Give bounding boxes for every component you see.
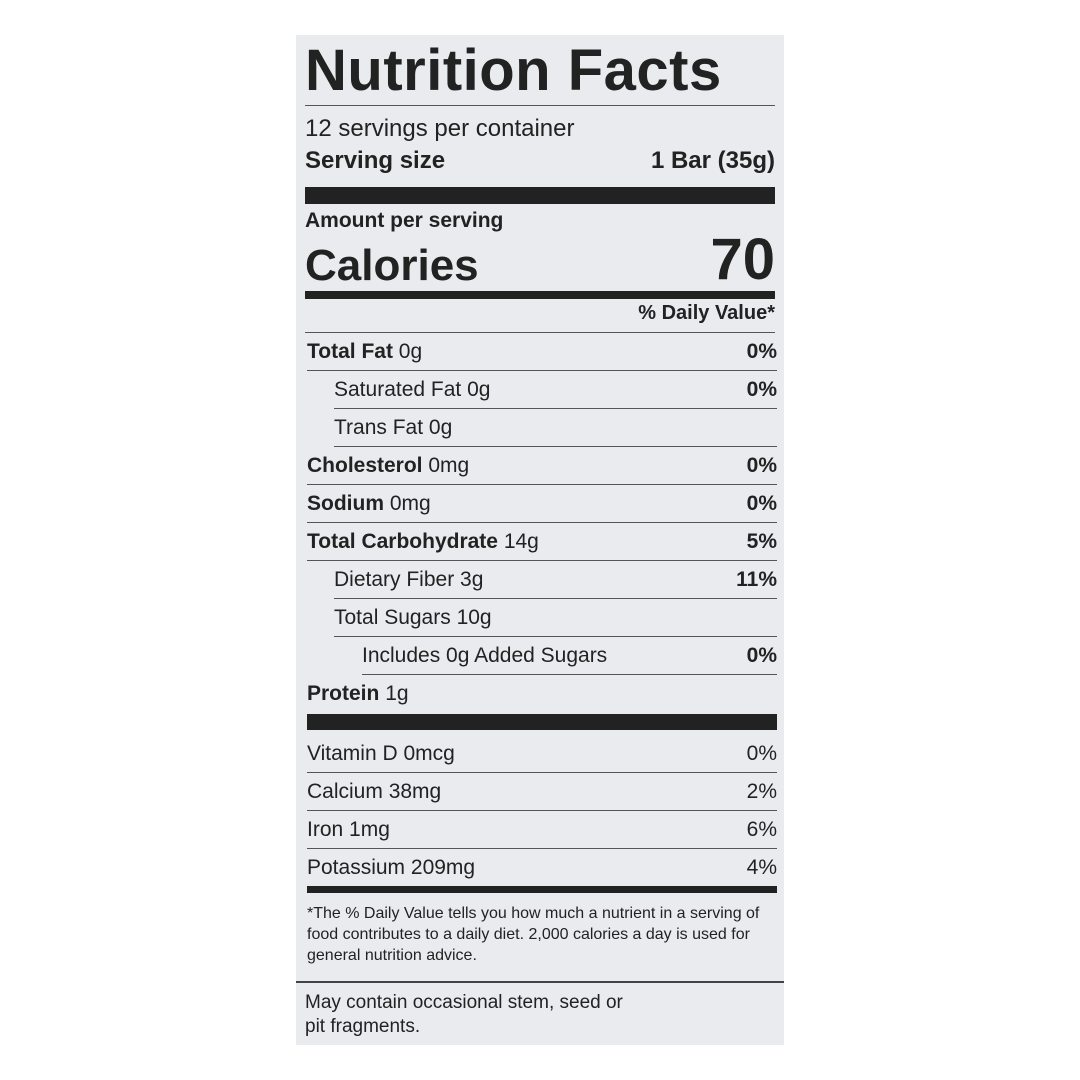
note: May contain occasional stem, seed or pit…: [305, 992, 623, 1037]
nutrient: Total Sugars 10g: [334, 606, 492, 630]
rule: [296, 981, 784, 983]
nutrient-name: Protein: [307, 681, 380, 705]
nutrient-row: Includes 0g Added Sugars 0%: [362, 637, 777, 675]
vitamin: Calcium 38mg: [307, 780, 441, 804]
nutrient-name: Total Fat: [307, 339, 393, 363]
vitamin-name: Vitamin D: [307, 741, 398, 765]
title: Nutrition Facts: [305, 38, 722, 103]
nutrition-label: Nutrition Facts 12 servings per containe…: [296, 35, 784, 1045]
vitamin-amount: 0mcg: [403, 741, 455, 765]
vitamin: Vitamin D 0mcg: [307, 742, 455, 766]
nutrient-dv: 0%: [746, 643, 777, 667]
vitamin-name: Potassium: [307, 855, 406, 879]
nutrient-row: Saturated Fat 0g 0%: [334, 371, 777, 409]
nutrient-amount: 0g: [428, 415, 453, 439]
serving-size-label: Serving size: [305, 147, 446, 174]
nutrient: Protein 1g: [307, 682, 409, 706]
vitamin-dv: 4%: [746, 855, 777, 879]
vitamin: Potassium 209mg: [307, 856, 475, 880]
nutrient-name: Trans Fat: [334, 415, 424, 439]
nutrient-amount: 0g: [467, 377, 491, 401]
vitamin-dv: 6%: [746, 817, 777, 841]
vitamin-amount: 1mg: [349, 817, 390, 841]
nutrient-dv: 0%: [746, 377, 777, 401]
nutrient-dv: 5%: [746, 529, 777, 553]
nutrient-name: Dietary Fiber: [334, 567, 455, 591]
footnote: *The % Daily Value tells you how much a …: [307, 905, 760, 964]
amount-per-serving: Amount per serving: [305, 209, 504, 232]
dv-header: % Daily Value*: [305, 302, 775, 333]
nutrient-amount: 0mg: [389, 491, 431, 515]
nutrient-name: Cholesterol: [307, 453, 423, 477]
nutrient-amount: 10g: [456, 605, 492, 629]
medium-rule: [305, 291, 775, 299]
nutrient: Total Fat 0g: [307, 340, 422, 364]
calories: Calories 70: [305, 229, 775, 291]
serving-size-value: 1 Bar (35g): [650, 147, 775, 174]
nutrient-row: Sodium 0mg 0%: [307, 485, 777, 523]
vitamin-dv: 2%: [746, 779, 777, 803]
vitamin-row: Iron 1mg 6%: [307, 811, 777, 849]
vitamin: Iron 1mg: [307, 818, 390, 842]
vitamin-row: Potassium 209mg 4%: [307, 849, 777, 886]
nutrient-row: Trans Fat 0g: [334, 409, 777, 447]
medium-rule: [307, 886, 777, 893]
nutrient-amount: 14g: [503, 529, 539, 553]
nutrient-dv: 0%: [746, 339, 777, 363]
nutrient-row: Total Sugars 10g: [334, 599, 777, 637]
nutrient-name: Saturated Fat: [334, 377, 462, 401]
nutrient: Trans Fat 0g: [334, 416, 452, 440]
nutrient-row: Dietary Fiber 3g 11%: [334, 561, 777, 599]
nutrient: Cholesterol 0mg: [307, 454, 469, 478]
thick-rule: [305, 187, 775, 204]
vitamin-amount: 38mg: [388, 779, 442, 803]
vitamin-dv: 0%: [746, 741, 777, 765]
nutrient-row: Protein 1g: [307, 675, 777, 712]
calories-value: 70: [710, 227, 775, 292]
nutrient-row: Total Carbohydrate 14g 5%: [307, 523, 777, 561]
nutrient: Sodium 0mg: [307, 492, 431, 516]
nutrient-name: Total Carbohydrate: [307, 529, 498, 553]
vitamin-row: Vitamin D 0mcg 0%: [307, 735, 777, 773]
calories-label: Calories: [305, 241, 479, 290]
nutrient-dv: 0%: [746, 491, 777, 515]
vitamin-name: Calcium: [307, 779, 383, 803]
thick-rule: [307, 714, 777, 730]
rule: [305, 105, 775, 106]
nutrient-amount: 0mg: [428, 453, 470, 477]
vitamin-amount: 209mg: [410, 855, 476, 879]
nutrient-row: Total Fat 0g 0%: [307, 333, 777, 371]
nutrient: Dietary Fiber 3g: [334, 568, 483, 592]
nutrient-amount: 0g: [398, 339, 423, 363]
vitamin-name: Iron: [307, 817, 344, 841]
nutrient-dv: 0%: [746, 453, 777, 477]
nutrient: Total Carbohydrate 14g: [307, 530, 539, 554]
nutrient-row: Cholesterol 0mg 0%: [307, 447, 777, 485]
nutrient: Saturated Fat 0g: [334, 378, 490, 402]
nutrient-name: Total Sugars: [334, 605, 451, 629]
nutrient-dv: 11%: [736, 567, 777, 591]
servings: 12 servings per container: [305, 115, 575, 142]
nutrient-amount: 1g: [385, 681, 409, 705]
serving-size: Serving size 1 Bar (35g): [305, 147, 775, 175]
nutrient-name: Includes 0g Added Sugars: [362, 643, 608, 667]
nutrient-name: Sodium: [307, 491, 384, 515]
nutrient-amount: 3g: [460, 567, 484, 591]
vitamin-row: Calcium 38mg 2%: [307, 773, 777, 811]
